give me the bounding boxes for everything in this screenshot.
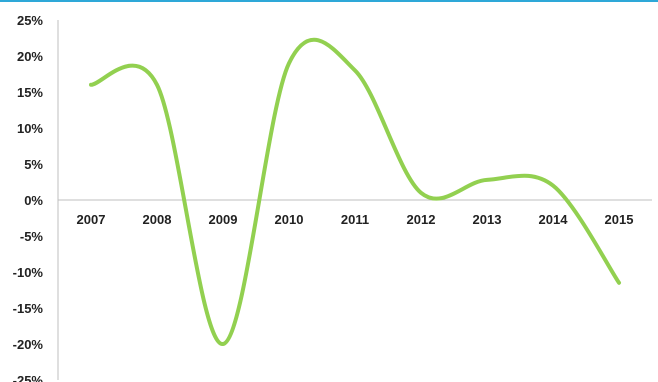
x-tick-label: 2009 bbox=[209, 212, 238, 227]
x-tick-label: 2012 bbox=[407, 212, 436, 227]
data-point bbox=[419, 191, 423, 195]
data-point bbox=[617, 281, 621, 285]
data-point bbox=[551, 184, 555, 188]
y-tick-label: 20% bbox=[17, 49, 43, 64]
y-tick-label: 10% bbox=[17, 121, 43, 136]
x-tick-label: 2013 bbox=[473, 212, 502, 227]
y-tick-label: 5% bbox=[24, 157, 43, 172]
x-tick-label: 2014 bbox=[539, 212, 569, 227]
data-point bbox=[221, 342, 225, 346]
y-axis: -25% -20% -15% -10% -5% 0% 5% 10% 15% 20% 25% bbox=[13, 13, 59, 382]
y-tick-label: -20% bbox=[13, 337, 44, 352]
data-point bbox=[287, 61, 291, 65]
y-tick-label: -10% bbox=[13, 265, 44, 280]
x-tick-label: 2010 bbox=[275, 212, 304, 227]
data-point bbox=[155, 83, 159, 87]
y-tick-label: -5% bbox=[20, 229, 44, 244]
y-tick-label: -15% bbox=[13, 301, 44, 316]
top-accent-line bbox=[0, 0, 658, 2]
x-tick-label: 2007 bbox=[77, 212, 106, 227]
data-point bbox=[353, 68, 357, 72]
y-tick-label: 0% bbox=[24, 193, 43, 208]
x-axis: 2007 2008 2009 2010 2011 2012 2013 2014 2015 bbox=[58, 199, 652, 227]
data-point bbox=[485, 178, 489, 182]
data-point bbox=[89, 83, 93, 87]
y-tick-label: 15% bbox=[17, 85, 43, 100]
x-tick-label: 2008 bbox=[143, 212, 172, 227]
y-tick-label: 25% bbox=[17, 13, 43, 28]
y-tick-label: -25% bbox=[13, 373, 44, 382]
series-line bbox=[89, 37, 621, 346]
x-tick-label: 2011 bbox=[341, 212, 369, 227]
series-group bbox=[89, 37, 621, 346]
x-tick-label: 2015 bbox=[605, 212, 634, 227]
